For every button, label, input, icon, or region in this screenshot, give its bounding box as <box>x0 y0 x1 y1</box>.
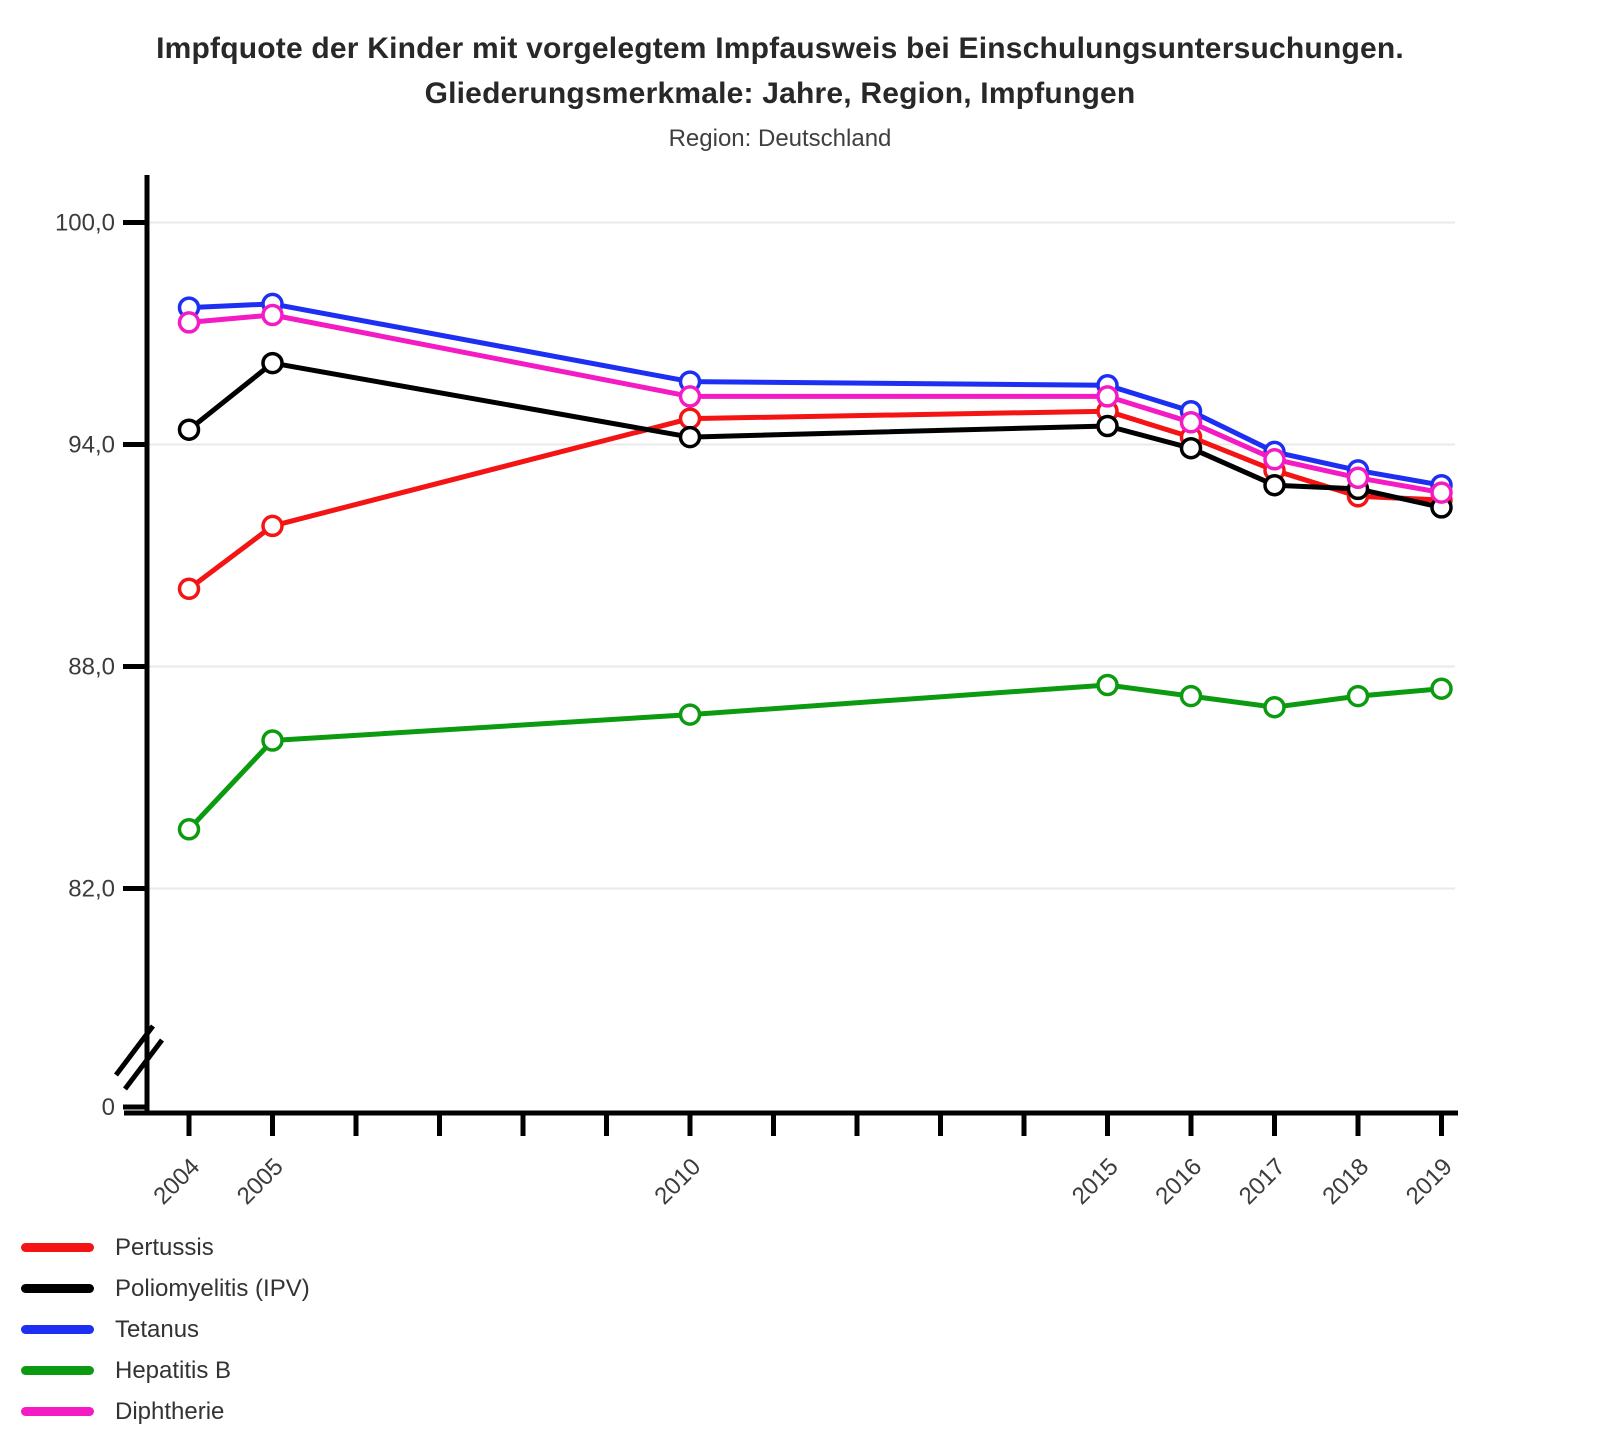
marker-pertussis <box>678 407 702 430</box>
chart-subtitle: Region: Deutschland <box>668 125 892 152</box>
marker-hepatitis-b <box>1096 673 1119 697</box>
legend-item-hepatitis-b: Hepatitis B <box>21 1350 310 1391</box>
axis-break-mark <box>114 1024 155 1077</box>
marker-hepatitis-b <box>1179 684 1203 708</box>
marker-diphtherie <box>1430 481 1453 504</box>
marker-diphtherie <box>1096 385 1119 408</box>
legend-swatch-pertussis <box>21 1243 94 1252</box>
marker-diphtherie <box>1263 448 1286 471</box>
series-line-hepatitis-b <box>186 682 1444 832</box>
marker-poliomyelitis-ipv <box>1263 473 1286 497</box>
marker-hepatitis-b <box>678 703 702 726</box>
marker-pertussis <box>261 514 284 538</box>
marker-poliomyelitis-ipv <box>1179 436 1203 460</box>
legend-label: Hepatitis B <box>115 1356 232 1384</box>
y-tick-label: 88,0 <box>68 654 115 681</box>
marker-hepatitis-b <box>1430 677 1453 700</box>
chart-title-line2: Gliederungsmerkmale: Jahre, Region, Impf… <box>424 77 1136 110</box>
marker-poliomyelitis-ipv <box>177 418 201 441</box>
legend-item-diphtherie: Diphtherie <box>21 1391 310 1432</box>
marker-hepatitis-b <box>261 729 284 752</box>
marker-poliomyelitis-ipv <box>678 425 702 449</box>
legend-swatch-poliomyelitis-ipv <box>21 1284 94 1293</box>
marker-hepatitis-b <box>1346 684 1370 708</box>
marker-hepatitis-b <box>177 818 201 841</box>
x-tick-label: 2010 <box>649 1153 706 1210</box>
legend-label: Tetanus <box>115 1315 200 1343</box>
legend-label: Poliomyelitis (IPV) <box>115 1274 310 1302</box>
y-tick-label: 0 <box>102 1094 115 1121</box>
x-tick-label: 2004 <box>148 1153 205 1210</box>
x-tick-label: 2016 <box>1150 1153 1207 1210</box>
marker-poliomyelitis-ipv <box>1096 414 1119 438</box>
y-tick-label: 82,0 <box>68 876 115 903</box>
x-tick-label: 2005 <box>232 1153 289 1210</box>
series-line-pertussis <box>186 408 1444 592</box>
legend-swatch-diphtherie <box>21 1407 94 1416</box>
legend-swatch-tetanus <box>21 1325 94 1334</box>
x-tick-label: 2017 <box>1234 1153 1291 1210</box>
marker-diphtherie <box>678 385 702 408</box>
legend-item-pertussis: Pertussis <box>21 1227 310 1268</box>
legend-label: Pertussis <box>115 1233 214 1261</box>
marker-pertussis <box>177 577 201 601</box>
chart-title-line1: Impfquote der Kinder mit vorgelegtem Imp… <box>156 32 1404 65</box>
marker-hepatitis-b <box>1263 695 1286 719</box>
legend-label: Diphtherie <box>115 1397 225 1425</box>
marker-diphtherie <box>1346 466 1370 490</box>
chart-header: Impfquote der Kinder mit vorgelegtem Imp… <box>0 26 1560 153</box>
legend-item-tetanus: Tetanus <box>21 1309 310 1350</box>
x-tick-label: 2018 <box>1317 1153 1374 1210</box>
marker-poliomyelitis-ipv <box>261 351 284 375</box>
x-tick-label: 2015 <box>1067 1153 1124 1210</box>
series-line-poliomyelitis-ipv <box>186 360 1444 510</box>
legend-item-poliomyelitis-ipv: Poliomyelitis (IPV) <box>21 1268 310 1309</box>
x-tick-label: 2019 <box>1401 1153 1458 1210</box>
y-tick-label: 94,0 <box>68 432 115 459</box>
marker-diphtherie <box>1179 411 1203 434</box>
axis-break-mark <box>123 1038 164 1091</box>
marker-diphtherie <box>177 311 201 334</box>
marker-diphtherie <box>261 303 284 327</box>
series-line-tetanus <box>186 301 1444 488</box>
y-tick-label: 100,0 <box>55 210 115 237</box>
series-line-diphtherie <box>186 312 1444 496</box>
legend-swatch-hepatitis-b <box>21 1366 94 1375</box>
legend: Pertussis Poliomyelitis (IPV) Tetanus Hepat… <box>21 1227 310 1432</box>
